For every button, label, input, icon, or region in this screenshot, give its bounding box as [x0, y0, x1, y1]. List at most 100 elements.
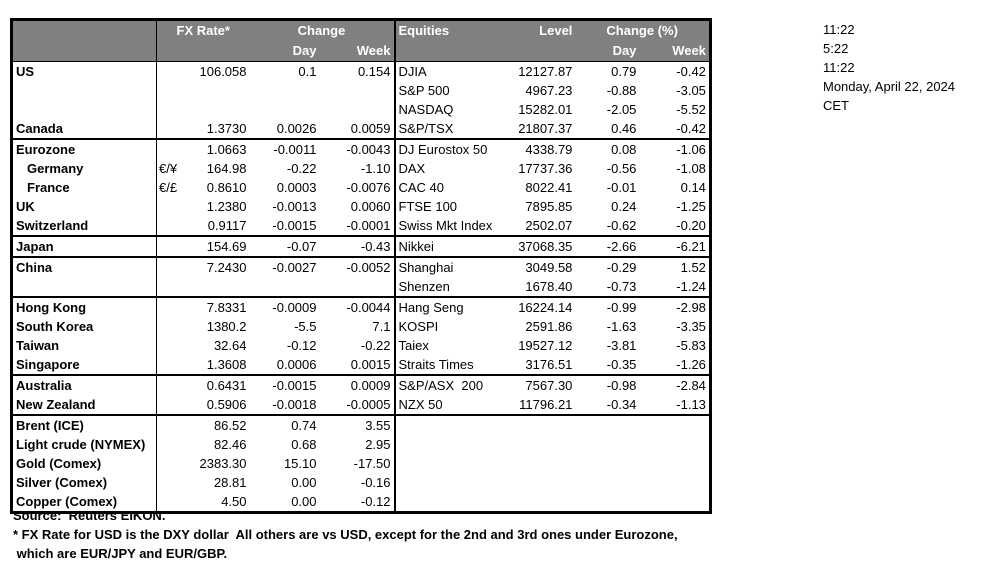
- fx-day-change-cell: 0.00: [291, 475, 317, 490]
- equity-week-change-cell: -2.84: [676, 378, 706, 393]
- table-row: China 7.2430 -0.0027 -0.0052 Shanghai 3049.58…: [11, 257, 711, 277]
- equity-name-cell: DJ Eurostox 50: [398, 142, 488, 157]
- table-row: Copper (Comex) 4.50 0.00 -0.12: [11, 492, 711, 513]
- fx-day-change-cell: -0.0013: [272, 199, 317, 214]
- equity-name-cell: Shanghai: [398, 260, 454, 275]
- equity-week-change-cell: -1.08: [676, 161, 706, 176]
- region-name-cell: US: [11, 61, 157, 81]
- equity-week-change-cell: -2.98: [676, 300, 706, 315]
- fx-rate-cell: 1.3730: [186, 119, 250, 140]
- equity-day-change-cell: -0.98: [606, 378, 637, 393]
- region-name-cell: Hong Kong: [11, 297, 157, 317]
- fx-day-change-cell: -0.0009: [272, 300, 317, 315]
- fx-day-change-cell: 0.0026: [249, 119, 320, 140]
- fx-rate-cell: 1.0663: [206, 142, 247, 157]
- fx-week-change-cell: 0.154: [319, 61, 396, 81]
- equity-name-cell: Straits Times: [394, 355, 496, 376]
- fx-footnote-line-2: which are EUR/JPY and EUR/GBP.: [13, 546, 228, 561]
- table-row: Germany €/¥ 164.98 -0.22 -1.10 DAX 17737.36 -0.…: [11, 159, 711, 178]
- equities-header: Equities: [394, 19, 496, 41]
- equity-level-cell: 3176.51: [495, 355, 576, 376]
- currency-pair-cell: [157, 139, 187, 159]
- footer-notes: Source: Reuters EIKON. * FX Rate for USD…: [13, 506, 678, 563]
- fx-day-change-cell: -0.0018: [249, 395, 320, 416]
- equities-week-header: Week: [639, 40, 711, 62]
- fx-rate-cell: 1380.2: [206, 319, 247, 334]
- equity-week-change-cell: -1.13: [639, 395, 711, 416]
- header-spacer: [186, 40, 250, 62]
- equity-week-change-cell: -0.20: [639, 216, 711, 237]
- table-body: US 106.058 0.1 0.154 DJIA 12127.87 0.79 -0.42 S&…: [11, 61, 711, 513]
- fx-rate-cell: 1.3608: [186, 355, 250, 376]
- header-row-1: FX Rate* Change Equities Level Change (%…: [11, 19, 711, 41]
- table-row: NASDAQ 15282.01 -2.05 -5.52: [11, 100, 711, 119]
- equity-level-cell: 3049.58: [525, 260, 573, 275]
- fx-day-change-cell: 0.1: [298, 64, 317, 79]
- region-name-cell: Canada: [11, 119, 157, 140]
- currency-pair-cell: [156, 395, 187, 416]
- region-name-cell: Gold (Comex): [11, 454, 157, 473]
- fx-week-change-cell: -0.22: [319, 336, 396, 355]
- fx-day-header: Day: [249, 40, 320, 62]
- fx-day-change-cell: 0.0006: [249, 355, 320, 376]
- region-name-cell: UK: [11, 197, 157, 216]
- market-report-table: FX Rate* Change Equities Level Change (%…: [10, 18, 712, 514]
- equity-day-change-cell: -0.62: [575, 216, 640, 237]
- table-row: Shenzen 1678.40 -0.73 -1.24: [11, 277, 711, 298]
- equities-change-header: Change (%): [575, 19, 711, 41]
- equity-level-cell: 2502.07: [495, 216, 576, 237]
- equity-day-change-cell: -0.56: [606, 161, 637, 176]
- equity-name-cell: S&P 500: [398, 83, 450, 98]
- table-row: Light crude (NYMEX) 82.46 0.68 2.95: [11, 435, 711, 454]
- equity-day-change-cell: -2.66: [575, 236, 640, 258]
- equity-name-cell: DAX: [398, 161, 426, 176]
- fx-day-change-cell: -0.22: [286, 161, 317, 176]
- table-row: Silver (Comex) 28.81 0.00 -0.16: [11, 473, 711, 492]
- region-name-cell: [11, 277, 157, 298]
- equity-name-cell: [395, 415, 496, 435]
- equity-level-cell: 15282.01: [518, 102, 573, 117]
- fx-rate-cell: 28.81: [213, 475, 247, 490]
- fx-day-change-cell: [250, 100, 320, 119]
- equity-name-cell: Shenzen: [394, 277, 496, 298]
- table-row: UK 1.2380 -0.0013 0.0060 FTSE 100 7895.85 0.24…: [11, 197, 711, 216]
- fx-rate-cell: 82.46: [213, 437, 247, 452]
- fx-day-change-cell: [250, 81, 320, 100]
- fx-day-change-cell: 0.74: [291, 418, 317, 433]
- region-name-cell: China: [11, 257, 157, 277]
- fx-rate-cell: 0.6431: [206, 378, 247, 393]
- equity-day-change-cell: 0.79: [611, 64, 637, 79]
- equity-level-cell: 21807.37: [495, 119, 576, 140]
- fx-rate-cell: 1.2380: [206, 199, 247, 214]
- fx-rate-cell: [187, 100, 250, 119]
- fx-rate-cell: 164.98: [206, 161, 247, 176]
- fx-day-change-cell: -0.0015: [249, 216, 320, 237]
- fx-rate-cell: 0.5906: [186, 395, 250, 416]
- table-header: FX Rate* Change Equities Level Change (%…: [11, 19, 711, 62]
- equity-day-change-cell: -0.99: [606, 300, 637, 315]
- fx-week-change-cell: [319, 277, 396, 298]
- table-row: Brent (ICE) 86.52 0.74 3.55: [11, 415, 711, 435]
- equity-day-change-cell: 0.24: [611, 199, 637, 214]
- region-name-cell: [11, 81, 157, 100]
- currency-pair-cell: [156, 119, 187, 140]
- equity-level-cell: 11796.21: [495, 395, 576, 416]
- region-name-cell: Japan: [11, 236, 157, 258]
- equity-name-cell: CAC 40: [398, 180, 445, 195]
- timestamp-line: 11:22: [823, 22, 855, 37]
- fx-rate-cell: 154.69: [186, 236, 250, 258]
- equity-level-cell: [495, 435, 575, 454]
- equity-day-change-cell: [575, 473, 639, 492]
- equities-day-header: Day: [575, 40, 640, 62]
- equity-week-change-cell: -3.05: [676, 83, 706, 98]
- fx-rate-cell: 0.9117: [186, 216, 250, 237]
- currency-pair-cell: [156, 216, 187, 237]
- equity-day-change-cell: -0.01: [606, 180, 637, 195]
- fx-rate-cell: [186, 277, 250, 298]
- equity-name-cell: [395, 473, 496, 492]
- currency-pair-cell: [157, 435, 187, 454]
- equity-week-change-cell: [639, 435, 710, 454]
- timestamp-line: 5:22: [823, 41, 849, 56]
- currency-pair-cell: [156, 236, 187, 258]
- fx-rate-cell: 4.50: [221, 494, 247, 509]
